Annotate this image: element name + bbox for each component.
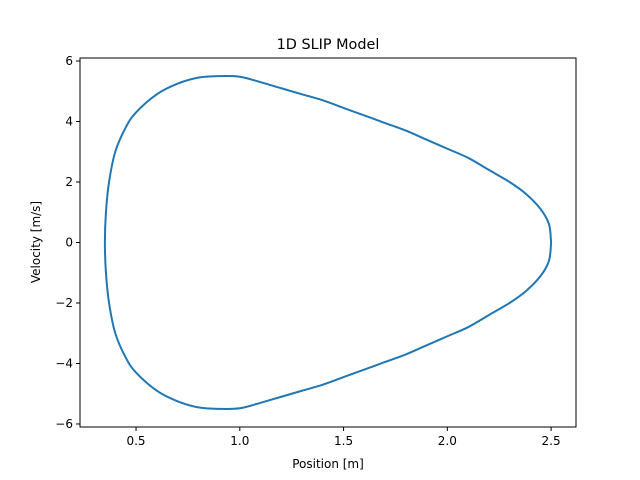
series-line — [103, 75, 553, 410]
y-tick-label: 2 — [65, 175, 73, 189]
y-tick-label: −4 — [55, 356, 73, 370]
y-tick-label: 6 — [65, 54, 73, 68]
x-tick-label: 0.5 — [126, 434, 145, 448]
axes-frame — [79, 57, 577, 428]
plot-area — [103, 75, 553, 410]
chart-title: 1D SLIP Model — [277, 37, 380, 53]
y-axis: −6 −4 −2 0 2 4 6 — [55, 54, 80, 431]
y-tick-label: 4 — [65, 115, 73, 129]
x-tick-label: 1.0 — [230, 434, 249, 448]
x-tick-label: 2.0 — [438, 434, 457, 448]
x-axis-label: Position [m] — [292, 457, 364, 471]
x-tick-label: 2.5 — [542, 434, 561, 448]
y-tick-label: 0 — [65, 236, 73, 250]
y-tick-label: −6 — [55, 417, 73, 431]
y-tick-label: −2 — [55, 296, 73, 310]
x-tick-label: 1.5 — [334, 434, 353, 448]
x-axis: 0.5 1.0 1.5 2.0 2.5 — [126, 427, 561, 448]
y-axis-label: Velocity [m/s] — [29, 201, 43, 283]
